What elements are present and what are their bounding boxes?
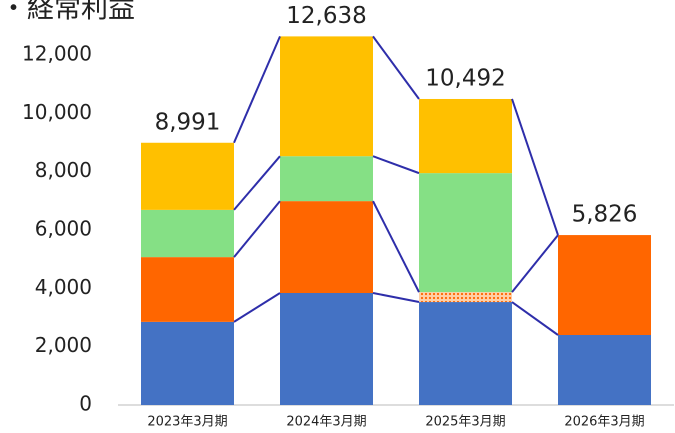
bar-segment bbox=[141, 321, 234, 405]
connector bbox=[372, 155, 420, 175]
x-tick-label: 2025年3月期 bbox=[425, 415, 505, 430]
connector bbox=[233, 292, 281, 323]
y-tick-label: 8,000 bbox=[35, 158, 92, 182]
y-tick-label: 0 bbox=[79, 392, 92, 416]
bar-segment bbox=[419, 98, 512, 174]
bar-segment bbox=[141, 142, 234, 210]
x-tick-label: 2024年3月期 bbox=[286, 415, 366, 430]
bar-segment bbox=[280, 36, 373, 157]
total-label: 10,492 bbox=[425, 65, 505, 91]
connector bbox=[511, 234, 559, 293]
x-tick-label: 2026年3月期 bbox=[564, 415, 644, 430]
bar-segment bbox=[141, 209, 234, 258]
bar-segment bbox=[419, 302, 512, 405]
bar-segment bbox=[280, 293, 373, 405]
x-tick-label: 2023年3月期 bbox=[147, 415, 227, 430]
y-tick-label: 10,000 bbox=[22, 100, 92, 124]
connector bbox=[372, 35, 420, 100]
bar-segment bbox=[280, 201, 373, 293]
connector bbox=[233, 200, 281, 258]
total-label: 12,638 bbox=[286, 3, 366, 29]
bar-segment bbox=[141, 257, 234, 322]
bar-segment bbox=[419, 292, 512, 303]
bar-segment bbox=[558, 235, 651, 335]
bar-segment bbox=[280, 156, 373, 202]
bar-segment bbox=[558, 335, 651, 405]
chart-title: ・経常利益 bbox=[0, 0, 135, 25]
bar-segment bbox=[419, 173, 512, 293]
y-tick-label: 6,000 bbox=[35, 217, 92, 241]
y-tick-label: 4,000 bbox=[35, 275, 92, 299]
total-label: 5,826 bbox=[572, 202, 638, 228]
connector bbox=[511, 301, 559, 336]
connector bbox=[372, 200, 420, 293]
y-tick-label: 2,000 bbox=[35, 333, 92, 357]
y-tick-label: 12,000 bbox=[22, 42, 92, 66]
connector bbox=[233, 155, 281, 211]
connector bbox=[511, 98, 559, 236]
connector bbox=[233, 35, 281, 144]
total-label: 8,991 bbox=[155, 109, 221, 135]
connector bbox=[372, 292, 420, 304]
